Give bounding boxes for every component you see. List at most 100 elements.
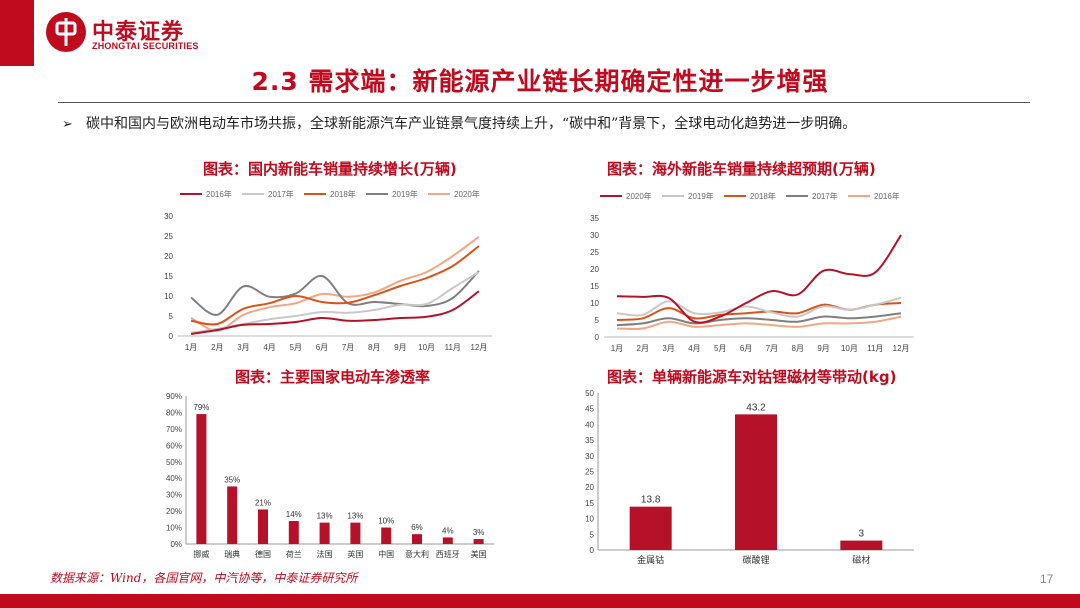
- series-line: [616, 315, 902, 330]
- data-label: 10%: [378, 517, 394, 526]
- series-line: [190, 245, 480, 326]
- x-tick-label: 7月: [766, 344, 778, 353]
- x-tick-label: 6月: [316, 343, 328, 352]
- x-tick-label: 10月: [418, 343, 435, 352]
- y-tick-label: 5: [169, 312, 174, 321]
- x-tick-label: 6月: [740, 344, 752, 353]
- brand-name-en: ZHONGTAI SECURITIES: [92, 41, 199, 51]
- x-tick-label: 英国: [347, 549, 363, 559]
- x-tick-label: 12月: [470, 343, 487, 352]
- y-tick-label: 10: [585, 515, 594, 524]
- data-label: 4%: [442, 526, 454, 535]
- x-tick-label: 西班牙: [436, 549, 460, 559]
- y-tick-label: 45: [585, 405, 594, 414]
- chart-ev-penetration: 0% 10% 20% 30% 40% 50% 60% 70% 80% 90% 79% 挪威 35% 瑞典 2…: [166, 392, 494, 559]
- y-tick-label: 15: [164, 272, 173, 281]
- y-tick-label: 15: [585, 499, 594, 508]
- data-label: 43.2: [746, 402, 766, 413]
- x-tick-label: 11月: [445, 343, 461, 352]
- x-tick-label: 9月: [817, 344, 829, 353]
- y-tick-label: 80%: [166, 408, 182, 417]
- y-tick-label: 5: [595, 316, 600, 325]
- x-tick-label: 1月: [611, 344, 623, 353]
- chart-title-materials: 图表：单辆新能源车对钴锂磁材等带动(kg): [607, 368, 897, 386]
- x-tick-label: 金属钴: [637, 554, 664, 565]
- y-tick-label: 20: [590, 265, 599, 274]
- x-tick-label: 2月: [211, 343, 223, 352]
- y-tick-label: 10%: [166, 524, 182, 533]
- data-label: 3: [859, 529, 865, 540]
- x-tick-label: 8月: [368, 343, 380, 352]
- x-tick-label: 荷兰: [286, 549, 302, 559]
- x-tick-label: 磁材: [852, 554, 870, 565]
- y-tick-label: 35: [590, 214, 599, 223]
- x-tick-label: 意大利: [405, 549, 429, 559]
- y-tick-label: 70%: [166, 425, 182, 434]
- slide-title: 2.3 需求端：新能源产业链长期确定性进一步增强: [251, 67, 829, 96]
- x-tick-label: 挪威: [193, 549, 209, 559]
- series-line: [190, 235, 480, 332]
- y-tick-label: 50%: [166, 458, 182, 467]
- bar: [629, 506, 672, 550]
- y-tick-label: 50: [585, 389, 594, 398]
- bar: [350, 522, 361, 544]
- chart-overseas-sales: 2020年 2019年 2018年 2017年 2016年 0 5 10 15 20 25 30 35 1…: [590, 191, 914, 353]
- chart-materials-demand: 0 5 10 15 20 25 30 35 40 45 50 13.8 金属钴 43.2 碳酸锂 3 磁材: [585, 389, 914, 565]
- y-tick-label: 10: [164, 292, 173, 301]
- series-line: [616, 312, 902, 327]
- y-tick-label: 30: [585, 452, 594, 461]
- legend-label: 2019年: [688, 191, 714, 201]
- legend-label: 2016年: [874, 191, 900, 201]
- bar: [412, 534, 422, 544]
- y-tick-label: 25: [590, 248, 599, 257]
- data-label: 21%: [255, 498, 271, 507]
- data-label: 35%: [224, 475, 240, 484]
- chart-title-overseas: 图表：海外新能车销量持续超预期(万辆): [607, 160, 876, 178]
- x-tick-label: 法国: [317, 549, 333, 559]
- bar: [442, 537, 453, 544]
- y-tick-label: 40: [585, 420, 594, 429]
- y-tick-label: 90%: [166, 392, 182, 401]
- chart-domestic-sales: 2016年 2017年 2018年 2019年 2020年 0 5 10 15 20 25 30 1月 2…: [164, 189, 492, 352]
- legend-label: 2016年: [206, 189, 232, 199]
- legend-label: 2018年: [330, 189, 356, 199]
- x-tick-label: 7月: [342, 343, 354, 352]
- y-tick-label: 5: [590, 530, 595, 539]
- y-tick-label: 0: [595, 333, 600, 342]
- x-tick-label: 3月: [237, 343, 249, 352]
- bar: [473, 539, 484, 544]
- x-tick-label: 3月: [662, 344, 674, 353]
- bar: [196, 414, 207, 544]
- legend-label: 2019年: [392, 189, 418, 199]
- x-tick-label: 德国: [255, 549, 271, 559]
- y-tick-label: 25: [164, 232, 173, 241]
- legend-label: 2017年: [812, 191, 838, 201]
- y-tick-label: 40%: [166, 474, 182, 483]
- x-tick-label: 碳酸锂: [742, 554, 769, 565]
- x-tick-label: 4月: [688, 344, 700, 353]
- x-tick-label: 中国: [378, 549, 394, 559]
- y-tick-label: 60%: [166, 441, 182, 450]
- bullet-text: 碳中和国内与欧洲电动车市场共振，全球新能源汽车产业链景气度持续上升，“碳中和”背…: [86, 116, 857, 132]
- bar: [381, 527, 392, 544]
- x-tick-label: 4月: [263, 343, 275, 352]
- legend-label: 2020年: [626, 191, 652, 201]
- title-divider: [58, 102, 1030, 103]
- data-label: 13%: [347, 512, 363, 521]
- x-tick-label: 美国: [471, 549, 487, 559]
- data-label: 14%: [286, 510, 302, 519]
- y-tick-label: 0%: [170, 540, 182, 549]
- legend-label: 2018年: [750, 191, 776, 201]
- y-tick-label: 30%: [166, 491, 182, 500]
- y-tick-label: 0: [169, 332, 174, 341]
- chart-title-penetration: 图表：主要国家电动车渗透率: [235, 368, 431, 386]
- bullet-point: ➢ 碳中和国内与欧洲电动车市场共振，全球新能源汽车产业链景气度持续上升，“碳中和…: [62, 113, 1022, 136]
- x-tick-label: 12月: [893, 344, 910, 353]
- x-tick-label: 8月: [792, 344, 804, 353]
- x-tick-label: 1月: [185, 343, 197, 352]
- x-tick-label: 10月: [841, 344, 858, 353]
- x-tick-label: 2月: [637, 344, 649, 353]
- x-tick-label: 9月: [394, 343, 406, 352]
- bar: [735, 414, 777, 550]
- y-tick-label: 20: [585, 483, 594, 492]
